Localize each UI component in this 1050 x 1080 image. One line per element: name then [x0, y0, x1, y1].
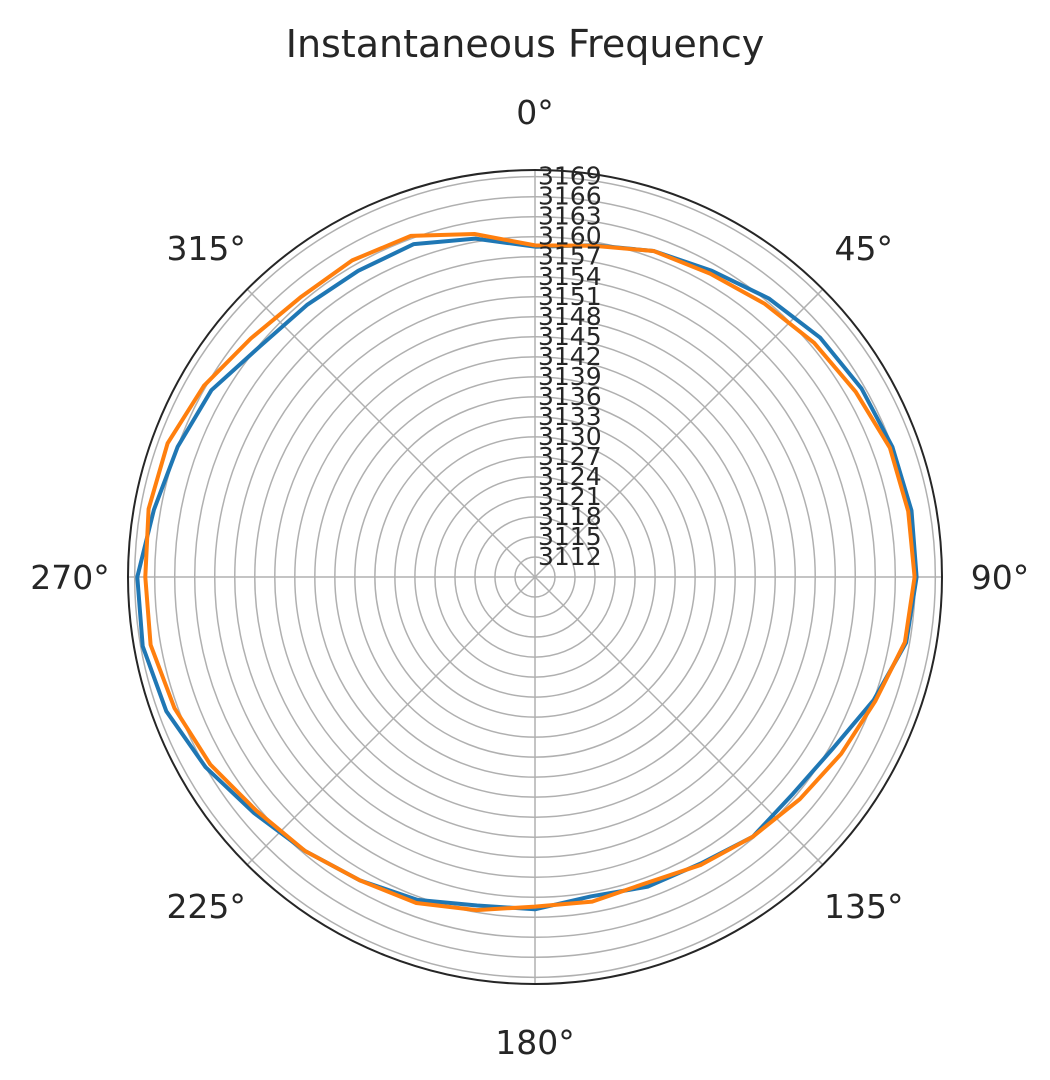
- radial-tick-label: 3139: [538, 362, 602, 391]
- angular-tick-label: 225°: [166, 887, 246, 926]
- angular-gridlines: [128, 170, 942, 984]
- series-line-2: [143, 232, 917, 913]
- radial-tick-label: 3169: [538, 162, 602, 191]
- angular-tick-label: 180°: [495, 1023, 575, 1062]
- radial-tick-label: 3115: [538, 522, 602, 551]
- radial-tick-label: 3118: [538, 502, 602, 531]
- angular-tick-label: 0°: [516, 93, 554, 132]
- radial-tick-label: 3157: [538, 242, 602, 271]
- radial-tick-label: 3124: [538, 462, 602, 491]
- angular-tick-label: 315°: [166, 229, 246, 268]
- radial-tick-labels: 3112311531183121312431273130313331363139…: [538, 162, 602, 571]
- series-layer: [135, 232, 919, 913]
- radial-tick-label: 3142: [538, 342, 602, 371]
- series-line-1: [135, 236, 919, 912]
- radial-tick-label: 3112: [538, 542, 602, 571]
- radial-tick-label: 3136: [538, 382, 602, 411]
- radial-tick-label: 3133: [538, 402, 602, 431]
- angular-gridline: [246, 288, 536, 578]
- radial-tick-label: 3160: [538, 222, 602, 251]
- angular-tick-label: 270°: [30, 558, 110, 597]
- radial-tick-label: 3127: [538, 442, 602, 471]
- chart-title: Instantaneous Frequency: [285, 22, 765, 66]
- angular-tick-label: 135°: [824, 887, 904, 926]
- angular-gridline: [246, 576, 536, 866]
- radial-tick-label: 3121: [538, 482, 602, 511]
- angular-gridline: [534, 576, 824, 866]
- radial-tick-label: 3166: [538, 182, 602, 211]
- radial-tick-label: 3154: [538, 262, 602, 291]
- radial-tick-label: 3148: [538, 302, 602, 331]
- radial-tick-label: 3130: [538, 422, 602, 451]
- angular-tick-label: 45°: [835, 229, 894, 268]
- radial-tick-label: 3145: [538, 322, 602, 351]
- polar-frame: [127, 169, 943, 985]
- angular-gridline: [534, 288, 824, 578]
- angular-tick-labels: 0° 45° 90° 135° 180° 225° 270° 315°: [30, 93, 1029, 1062]
- radial-tick-label: 3163: [538, 202, 602, 231]
- angular-tick-label: 90°: [971, 558, 1030, 597]
- radial-tick-label: 3151: [538, 282, 602, 311]
